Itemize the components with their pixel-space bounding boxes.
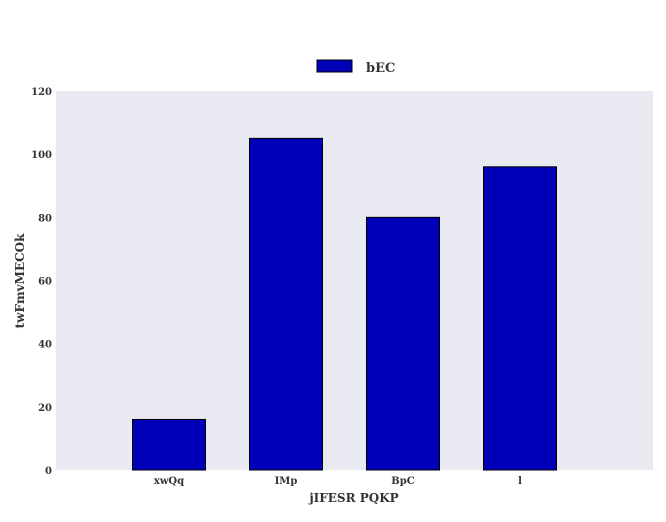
y-tick-label: 0 (45, 466, 52, 477)
legend-label: bEC (366, 61, 395, 76)
x-axis-title: jIFESR PQKP (308, 491, 398, 505)
y-tick-label: 100 (31, 150, 52, 161)
x-tick-label: BpC (391, 476, 414, 487)
x-tick-label: l (518, 476, 522, 487)
x-tick-label: xwQq (154, 476, 184, 487)
y-tick-label: 20 (38, 403, 52, 414)
legend-swatch (316, 59, 353, 73)
x-tick-label: IMp (275, 476, 298, 487)
bar (249, 137, 323, 471)
y-tick-label: 60 (38, 277, 52, 288)
y-axis-title: twFmvMECOk (13, 233, 27, 328)
bar (366, 216, 440, 471)
bar-series (132, 137, 557, 471)
bar (483, 166, 557, 471)
y-axis: 0 20 40 60 80 100 120 (31, 87, 52, 477)
bar (132, 418, 206, 471)
y-tick-label: 80 (38, 213, 52, 224)
plot-area (56, 91, 653, 470)
y-tick-label: 120 (31, 87, 52, 98)
y-tick-label: 40 (38, 340, 52, 351)
x-axis: xwQq IMp BpC l (154, 476, 522, 487)
legend: bEC (316, 59, 395, 76)
